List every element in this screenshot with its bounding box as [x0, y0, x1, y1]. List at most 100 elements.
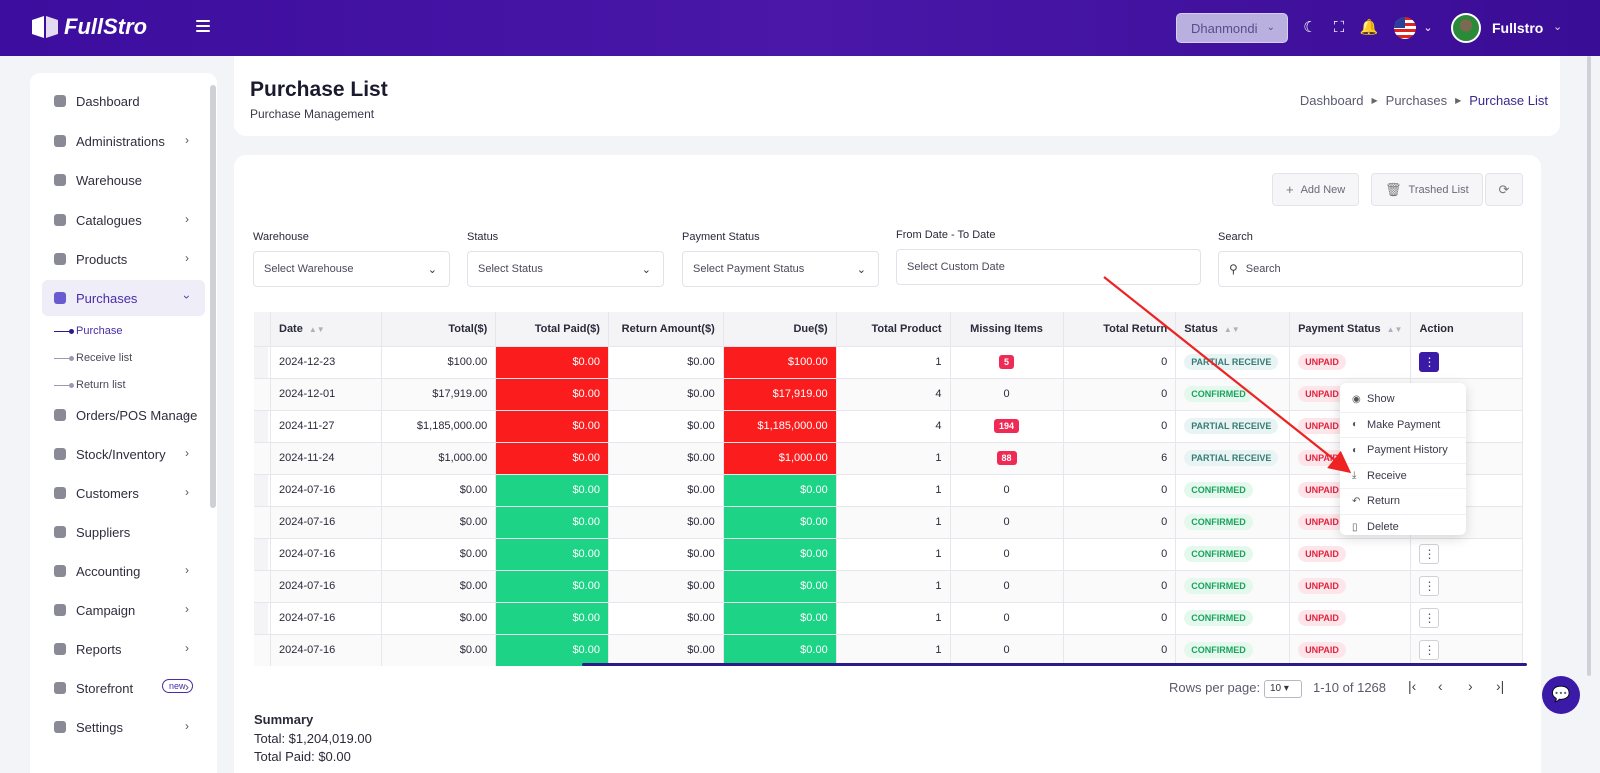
trashed-list-button[interactable]: 🗑 Trashed List: [1371, 173, 1483, 206]
status-cell: CONFIRMED: [1175, 473, 1291, 506]
next-page-icon[interactable]: ›: [1468, 678, 1473, 694]
search-input[interactable]: ⚲ Search: [1218, 251, 1523, 287]
menu-item-return[interactable]: ↶ Return: [1340, 489, 1466, 515]
payment-status-select[interactable]: Select Payment Status ⌄: [682, 251, 879, 287]
menu-item-make-payment[interactable]: ◐ Make Payment: [1340, 413, 1466, 438]
dark-mode-icon[interactable]: ☾: [1303, 19, 1317, 36]
table-row[interactable]: 2024-07-16 $0.00 $0.00 $0.00 $0.00 1 0 0 CONFIRM…: [254, 505, 1523, 538]
rows-per-page-label: Rows per page:: [1169, 680, 1261, 695]
sidebar-item-products[interactable]: Products ›: [42, 241, 205, 277]
table-row[interactable]: 2024-12-01 $17,919.00 $0.00 $0.00 $17,919.00…: [254, 377, 1523, 410]
last-page-icon[interactable]: ›|: [1496, 678, 1505, 694]
more-actions-icon[interactable]: ⋮: [1419, 352, 1440, 372]
payment-status-badge: UNPAID: [1298, 514, 1346, 530]
col-date[interactable]: Date ▲▼: [270, 312, 383, 346]
table-row[interactable]: 2024-07-16 $0.00 $0.00 $0.00 $0.00 1 0 0 CONFIRM…: [254, 601, 1523, 634]
date-range-input[interactable]: Select Custom Date: [896, 249, 1201, 285]
table-row[interactable]: 2024-11-24 $1,000.00 $0.00 $0.00 $1,000.00 1 8…: [254, 441, 1523, 474]
add-new-button[interactable]: + Add New: [1272, 173, 1360, 206]
table-row[interactable]: 2024-07-16 $0.00 $0.00 $0.00 $0.00 1 0 0 CONFIRM…: [254, 569, 1523, 602]
user-icon: [54, 135, 66, 147]
sidebar-sub-return-list[interactable]: Return list: [54, 375, 126, 395]
sidebar-item-suppliers[interactable]: Suppliers: [42, 514, 205, 550]
sidebar-item-reports[interactable]: Reports ›: [42, 631, 205, 667]
refresh-button[interactable]: ⟳: [1485, 173, 1523, 206]
more-actions-icon[interactable]: ⋮: [1419, 640, 1440, 661]
paid-cell: $0.00: [495, 601, 609, 634]
brand-logo[interactable]: FullStro: [30, 14, 147, 40]
caret-right-icon: ▶: [1455, 96, 1462, 105]
more-actions-icon[interactable]: ⋮: [1419, 576, 1440, 596]
menu-toggle-icon[interactable]: [196, 20, 210, 34]
sidebar-item-orders[interactable]: Orders/POS Manage ›: [42, 397, 205, 433]
chevron-right-icon: ›: [185, 133, 189, 147]
user-name[interactable]: Fullstro: [1492, 20, 1544, 36]
sidebar-item-administrations[interactable]: Administrations ›: [42, 123, 205, 159]
payment-status-cell: UNPAID: [1289, 601, 1412, 634]
sidebar-scrollbar[interactable]: [210, 85, 216, 508]
sidebar-item-accounting[interactable]: Accounting ›: [42, 553, 205, 589]
table-row[interactable]: 2024-07-16 $0.00 $0.00 $0.00 $0.00 1 0 0 CONFIRM…: [254, 473, 1523, 506]
col-total-return: Total Return: [1063, 312, 1177, 346]
sidebar-item-stock[interactable]: Stock/Inventory ›: [42, 436, 205, 472]
warehouse-select[interactable]: Select Warehouse ⌄: [253, 251, 450, 287]
warehouse-label: Warehouse: [253, 231, 309, 243]
total-return-cell: 6: [1063, 441, 1177, 474]
sidebar-item-purchases[interactable]: Purchases ›: [42, 280, 205, 316]
gutter-cell: [254, 345, 271, 378]
sidebar-item-customers[interactable]: Customers ›: [42, 475, 205, 511]
download-icon: ⤓: [1352, 470, 1357, 482]
sidebar-item-catalogues[interactable]: Catalogues ›: [42, 202, 205, 238]
table-row[interactable]: 2024-11-27 $1,185,000.00 $0.00 $0.00 $1,185,…: [254, 409, 1523, 442]
summary-title: Summary: [254, 712, 314, 727]
total-cell: $100.00: [381, 345, 497, 378]
rows-per-page-select[interactable]: 10 ▾: [1264, 680, 1302, 698]
action-cell: ⋮: [1410, 633, 1523, 666]
menu-item-show[interactable]: ◉ Show: [1340, 387, 1466, 413]
table-row[interactable]: 2024-07-16 $0.00 $0.00 $0.00 $0.00 1 0 0 CONFIRM…: [254, 633, 1523, 666]
col-due: Due($): [723, 312, 837, 346]
due-cell: $0.00: [723, 505, 837, 538]
menu-item-delete[interactable]: ▯ Delete: [1352, 521, 1399, 534]
chevron-right-icon: ›: [185, 719, 189, 733]
fullscreen-icon[interactable]: ⛶: [1333, 19, 1345, 36]
col-payment-status[interactable]: Payment Status ▲▼: [1289, 312, 1412, 346]
bell-icon[interactable]: 🔔: [1359, 19, 1379, 36]
status-select[interactable]: Select Status ⌄: [467, 251, 664, 287]
sidebar-item-campaign[interactable]: Campaign ›: [42, 592, 205, 628]
menu-item-receive[interactable]: ⤓ Receive: [1340, 464, 1466, 489]
language-chevron-icon[interactable]: ⌄: [1423, 22, 1433, 34]
sidebar-item-settings[interactable]: Settings ›: [42, 709, 205, 745]
us-flag-icon[interactable]: [1394, 17, 1416, 39]
sidebar-item-storefront[interactable]: Storefront new ›: [42, 670, 205, 706]
more-actions-icon[interactable]: ⋮: [1419, 608, 1440, 628]
user-avatar[interactable]: [1451, 13, 1481, 43]
table-row[interactable]: 2024-07-16 $0.00 $0.00 $0.00 $0.00 1 0 0 CONFIRM…: [254, 537, 1523, 570]
sidebar-sub-purchase[interactable]: Purchase: [54, 321, 122, 341]
table-row[interactable]: 2024-12-23 $100.00 $0.00 $0.00 $100.00 1 5 0 PAR…: [254, 345, 1523, 378]
due-cell: $1,185,000.00: [723, 409, 837, 442]
eye-icon: ◉: [1352, 393, 1361, 405]
more-actions-icon[interactable]: ⋮: [1419, 544, 1440, 564]
prev-page-icon[interactable]: ‹: [1438, 678, 1443, 694]
sidebar-item-dashboard[interactable]: Dashboard: [42, 83, 205, 119]
col-total: Total($): [381, 312, 497, 346]
chevron-right-icon: ›: [185, 485, 189, 499]
gutter-cell: [254, 633, 271, 666]
col-status[interactable]: Status ▲▼: [1175, 312, 1291, 346]
table-horizontal-scrollbar[interactable]: [582, 663, 1527, 666]
breadcrumb-purchases[interactable]: Purchases: [1385, 93, 1448, 108]
user-menu-chevron-icon[interactable]: ⌄: [1553, 21, 1563, 33]
missing-cell: 194: [950, 409, 1064, 442]
status-badge: CONFIRMED: [1184, 610, 1253, 626]
sidebar-sub-receive-list[interactable]: Receive list: [54, 348, 132, 368]
page-scrollbar[interactable]: [1587, 56, 1591, 676]
breadcrumb-dashboard[interactable]: Dashboard: [1299, 93, 1364, 108]
branch-select[interactable]: Dhanmondi ⌄: [1176, 13, 1288, 43]
first-page-icon[interactable]: |‹: [1408, 678, 1417, 694]
date-cell: 2024-11-27: [270, 409, 383, 442]
menu-item-payment-history[interactable]: ◐ Payment History: [1340, 438, 1466, 464]
gutter-cell: [254, 601, 271, 634]
sidebar-item-warehouse[interactable]: Warehouse: [42, 162, 205, 198]
chat-bubble-icon[interactable]: 💬: [1542, 676, 1580, 714]
